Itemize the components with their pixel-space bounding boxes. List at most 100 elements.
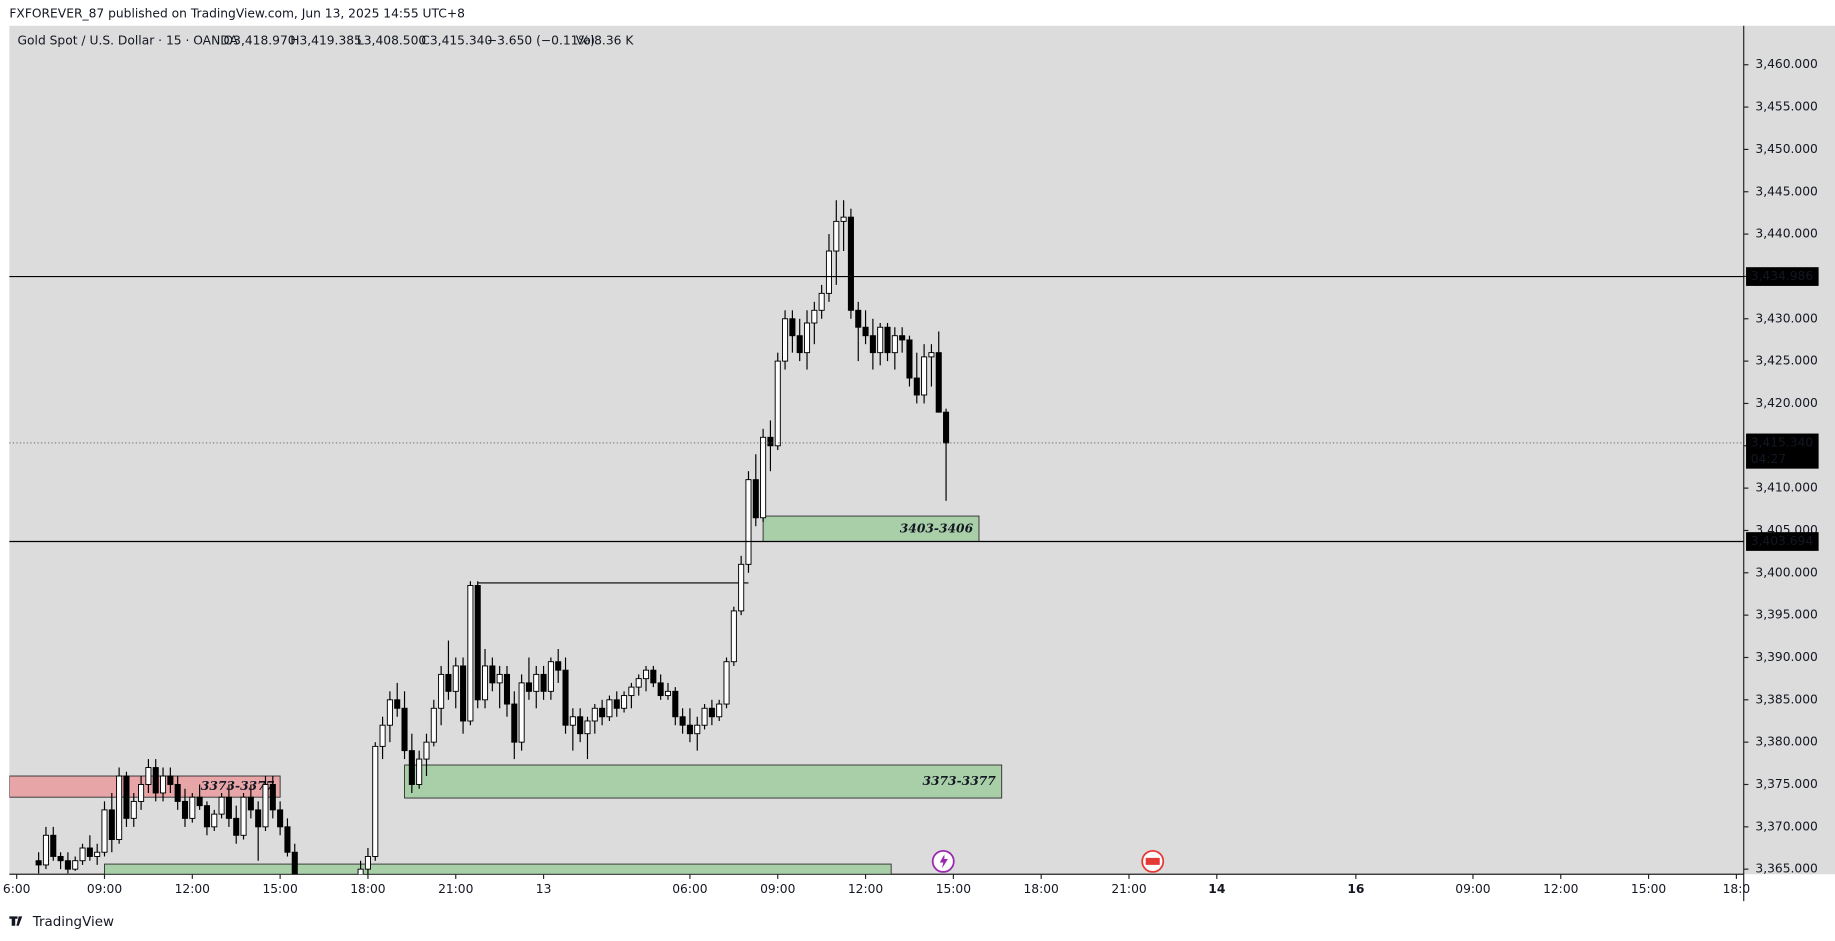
candle-body: [621, 695, 628, 709]
candle-body: [467, 585, 474, 722]
candle-body: [518, 682, 525, 743]
y-tick-label: 3,400.000: [1755, 565, 1817, 579]
candle-body: [255, 809, 262, 828]
candle-body: [855, 309, 862, 328]
candle-body: [386, 699, 393, 726]
plot: 3403-3406 3373-3377 3373-3377: [9, 200, 1003, 875]
candle-body: [628, 686, 635, 697]
price-tag-label: 3,434.986: [1751, 269, 1814, 283]
legend: Gold Spot / U.S. Dollar · 15 · OANDA O3,…: [18, 34, 635, 48]
candle-body: [394, 699, 401, 709]
candle-body: [430, 707, 437, 743]
candle-body: [869, 335, 876, 354]
candle-body: [730, 610, 737, 663]
candle-body: [174, 784, 181, 802]
candle-body: [269, 784, 276, 811]
candle-body: [291, 851, 298, 875]
candle-body: [79, 847, 86, 862]
candle-body: [774, 360, 781, 447]
candle-body: [482, 665, 489, 701]
candle-body: [708, 707, 715, 718]
candle-body: [35, 860, 42, 866]
candle-body: [496, 673, 503, 684]
candle-body: [547, 661, 554, 692]
y-tick-label: 3,370.000: [1755, 819, 1817, 833]
candle-body: [57, 855, 64, 862]
candle-body: [503, 673, 511, 705]
candle-body: [86, 847, 93, 857]
x-tick-label: 18:00: [350, 882, 385, 896]
candle-body: [591, 707, 598, 722]
zone-label: 3373-3377: [201, 778, 275, 793]
x-tick-label: 15:00: [262, 882, 297, 896]
candle-body: [811, 309, 818, 324]
candle-body: [840, 216, 847, 222]
last-price-label: 3,415.340: [1751, 435, 1813, 449]
last-price-tag: [1746, 433, 1819, 469]
x-tick-label: 14: [1208, 882, 1225, 896]
candle-body: [664, 690, 672, 697]
candle-body: [891, 335, 898, 354]
countdown: 04:27: [1751, 452, 1786, 466]
candle-body: [884, 326, 891, 354]
candle-body: [833, 220, 840, 252]
candle-body: [42, 834, 49, 866]
candle-body: [489, 665, 496, 684]
candle-body: [877, 326, 884, 354]
y-tick-label: 3,365.000: [1755, 862, 1817, 876]
candle-body: [767, 436, 774, 447]
x-tick-label: 13: [536, 882, 552, 896]
candle-body: [847, 216, 854, 311]
candle-body: [445, 673, 452, 692]
candle-body: [716, 703, 723, 718]
candle-body: [569, 716, 576, 726]
x-tick-label: 6:00: [3, 882, 31, 896]
candle-body: [423, 741, 430, 760]
x-tick-label: 21:00: [1111, 882, 1146, 896]
y-tick-label: 3,380.000: [1755, 735, 1817, 749]
footer-logo: TradingView: [9, 915, 114, 930]
x-tick-label: 09:00: [87, 882, 122, 896]
y-tick-label: 3,440.000: [1755, 227, 1817, 241]
candle-body: [379, 724, 386, 747]
zone: [104, 863, 892, 875]
candle-body: [540, 673, 547, 692]
candle-body: [738, 563, 745, 612]
x-tick-label: 12:00: [175, 882, 210, 896]
candle-body: [474, 585, 481, 701]
x-tick-label: 16: [1347, 882, 1364, 896]
candle-body: [657, 682, 664, 697]
candle-body: [679, 716, 686, 726]
x-tick-label: 18:00: [1024, 882, 1059, 896]
y-tick-label: 3,375.000: [1755, 777, 1817, 791]
candle-body: [372, 745, 379, 857]
candle-body: [789, 318, 796, 337]
candle-body: [167, 775, 174, 785]
candle-body: [138, 784, 145, 802]
candle-body: [64, 860, 71, 870]
zone: [9, 775, 281, 798]
price-tag: [1746, 532, 1819, 551]
candle-body: [189, 796, 196, 819]
candle-body: [525, 682, 532, 692]
event-glyph: [939, 854, 948, 869]
price-tag-label: 3,403.694: [1751, 534, 1814, 548]
x-tick-label: 06:00: [672, 882, 707, 896]
candle-body: [50, 834, 57, 857]
candle-body: [533, 673, 540, 692]
candle-body: [203, 805, 210, 828]
change: −3.650 (−0.11%): [487, 34, 595, 48]
candle-body: [555, 661, 562, 671]
y-tick-label: 3,430.000: [1755, 311, 1817, 325]
zone-label: 3373-3377: [922, 773, 996, 788]
candle-body: [262, 784, 269, 828]
ohlc-high: H3,419.385: [290, 34, 362, 48]
candle-body: [562, 669, 569, 726]
y-tick-label: 3,410.000: [1755, 481, 1817, 495]
candle-body: [211, 813, 218, 828]
candle-body: [408, 750, 415, 785]
candle-body: [752, 479, 759, 519]
y-tick-label: 3,425.000: [1755, 354, 1817, 368]
candle-body: [928, 352, 935, 358]
